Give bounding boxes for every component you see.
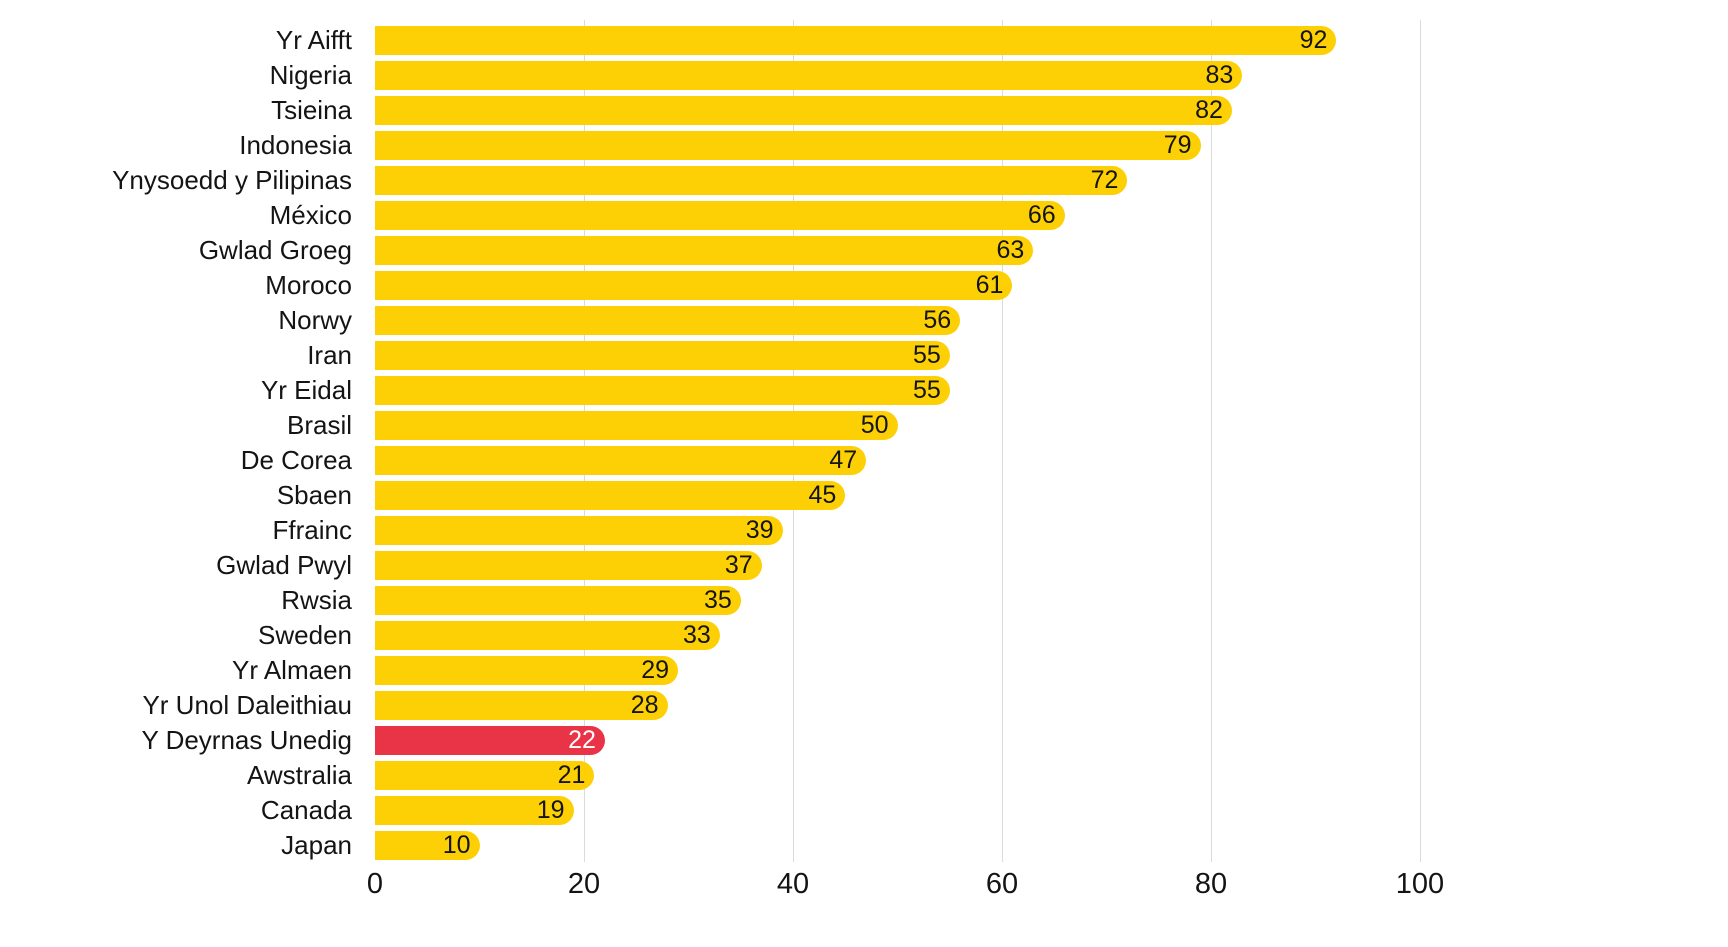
bar: 55	[375, 376, 950, 405]
category-label: Gwlad Groeg	[198, 235, 352, 265]
category-label: Japan	[281, 830, 352, 860]
bar: 39	[375, 516, 783, 545]
bar: 92	[375, 26, 1337, 55]
category-label: Yr Unol Daleithiau	[142, 690, 352, 720]
bar: 72	[375, 166, 1128, 195]
x-axis-tick-label: 100	[1395, 868, 1445, 900]
x-axis-tick-label: 20	[567, 868, 601, 900]
bar-value-label: 55	[912, 341, 941, 369]
category-label: Sbaen	[276, 480, 352, 510]
bar-value-label: 21	[557, 761, 586, 789]
bar-value-label: 37	[724, 551, 753, 579]
category-label: Moroco	[265, 270, 352, 300]
category-label: Gwlad Pwyl	[216, 550, 352, 580]
bar-value-label: 22	[568, 726, 596, 754]
bar: 82	[375, 96, 1232, 125]
category-label: Yr Aifft	[275, 25, 352, 55]
bar-value-label: 28	[630, 691, 659, 719]
bar: 29	[375, 656, 679, 685]
bar-value-label: 45	[808, 481, 837, 509]
bar: 61	[375, 271, 1013, 300]
gridline	[1001, 20, 1003, 862]
category-label: De Corea	[240, 445, 352, 475]
x-axis-tick-label: 80	[1194, 868, 1228, 900]
category-label: Y Deyrnas Unedig	[141, 725, 352, 755]
bar-value-label: 35	[703, 586, 732, 614]
category-label: Nigeria	[269, 60, 352, 90]
bar: 35	[375, 586, 741, 615]
bar: 79	[375, 131, 1201, 160]
bar: 63	[375, 236, 1034, 265]
bar-highlighted: 22	[375, 726, 605, 755]
bar: 56	[375, 306, 961, 335]
gridline	[792, 20, 794, 862]
category-label: Awstralia	[246, 760, 352, 790]
bar: 83	[375, 61, 1243, 90]
category-label: Norwy	[278, 305, 352, 335]
bar: 66	[375, 201, 1065, 230]
bar-value-label: 56	[923, 306, 952, 334]
bar-value-label: 47	[829, 446, 858, 474]
bar-value-label: 19	[536, 796, 565, 824]
bar: 45	[375, 481, 846, 510]
x-axis-tick-label: 60	[985, 868, 1019, 900]
category-label: Ffrainc	[272, 515, 352, 545]
category-label: Ynysoedd y Pilipinas	[112, 165, 352, 195]
category-label: Yr Almaen	[232, 655, 352, 685]
category-label: México	[269, 200, 352, 230]
bar: 47	[375, 446, 867, 475]
x-axis-tick-label: 0	[366, 868, 384, 900]
bar: 37	[375, 551, 762, 580]
category-label: Canada	[260, 795, 352, 825]
category-label: Sweden	[258, 620, 352, 650]
bar-value-label: 33	[683, 621, 711, 649]
bar: 21	[375, 761, 595, 790]
category-label: Iran	[307, 340, 352, 370]
bar-value-label: 92	[1299, 26, 1328, 54]
bar-value-label: 79	[1163, 131, 1192, 159]
bar: 33	[375, 621, 720, 650]
category-label: Indonesia	[239, 130, 352, 160]
category-label: Yr Eidal	[260, 375, 352, 405]
bar: 19	[375, 796, 574, 825]
gridline	[1210, 20, 1212, 862]
category-label: Rwsia	[281, 585, 352, 615]
x-axis-tick-label: 40	[776, 868, 810, 900]
category-label: Tsieina	[271, 95, 352, 125]
bar-value-label: 82	[1195, 96, 1223, 124]
bar: 55	[375, 341, 950, 370]
bar-value-label: 55	[912, 376, 941, 404]
gridline	[583, 20, 585, 862]
bar-value-label: 63	[996, 236, 1025, 264]
bar-value-label: 66	[1027, 201, 1056, 229]
bar-value-label: 83	[1205, 61, 1234, 89]
bar-value-label: 10	[442, 831, 471, 859]
bar: 10	[375, 831, 480, 860]
bar-value-label: 50	[860, 411, 889, 439]
bar-value-label: 39	[745, 516, 774, 544]
category-label: Brasil	[286, 410, 352, 440]
bar: 28	[375, 691, 668, 720]
bar: 50	[375, 411, 898, 440]
gridline	[1419, 20, 1421, 862]
bar-value-label: 29	[641, 656, 670, 684]
bar-value-label: 72	[1090, 166, 1119, 194]
bar-value-label: 61	[975, 271, 1004, 299]
